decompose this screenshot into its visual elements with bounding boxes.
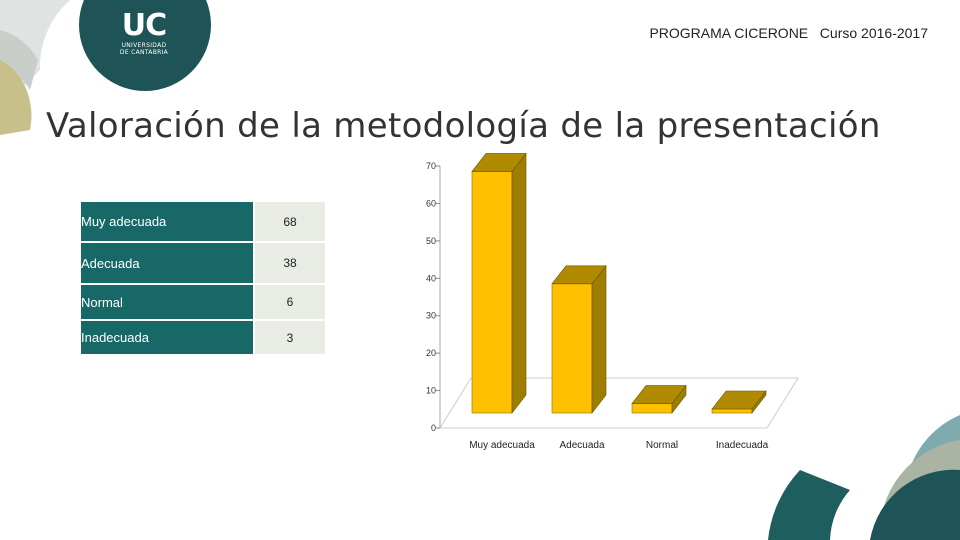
table-row: Normal 6 [81, 284, 325, 321]
university-logo: UC UNIVERSIDAD DE CANTABRIA [112, 8, 176, 57]
row-label: Muy adecuada [81, 202, 255, 243]
row-value: 6 [254, 284, 325, 321]
y-tick-label: 10 [426, 386, 436, 396]
bar-top [551, 265, 607, 285]
x-tick-label: Inadecuada [716, 440, 769, 451]
table-row: Inadecuada 3 [81, 320, 325, 356]
y-tick-label: 20 [426, 348, 436, 358]
bar-side [591, 264, 607, 414]
program-header: PROGRAMA CICERONE Curso 2016-2017 [649, 25, 928, 41]
row-value: 38 [254, 242, 325, 285]
top-left-arc-olive [0, 60, 32, 135]
bar-top [471, 153, 527, 172]
row-label: Normal [81, 284, 255, 321]
bar-front [711, 408, 753, 414]
bottom-right-arc-teal [870, 469, 960, 540]
row-label: Inadecuada [81, 320, 255, 356]
table-row: Muy adecuada 68 [81, 202, 325, 243]
logo-line1: UNIVERSIDAD [121, 42, 167, 49]
y-tick-label: 60 [426, 198, 436, 208]
bar-top [631, 385, 687, 404]
row-label: Adecuada [81, 242, 255, 285]
university-logo-badge [79, 0, 211, 91]
bar-side [511, 152, 527, 414]
x-tick-label: Adecuada [559, 440, 604, 451]
row-value: 3 [254, 320, 325, 356]
logo-line2: DE CANTABRIA [119, 49, 169, 56]
y-tick-label: 50 [426, 236, 436, 246]
bar-top [711, 390, 767, 410]
y-tick-label: 0 [431, 423, 436, 433]
logo-uc-text: UC [121, 8, 167, 43]
page-title: Valoración de la metodología de la prese… [46, 106, 881, 146]
x-tick-label: Muy adecuada [469, 440, 535, 451]
row-value: 68 [254, 202, 325, 243]
top-left-arc-gray [0, 30, 38, 90]
bottom-arc-teal-left [768, 470, 850, 540]
y-tick-label: 70 [426, 161, 436, 171]
bar-front [471, 171, 513, 414]
table-row: Adecuada 38 [81, 242, 325, 285]
chart-floor [439, 377, 799, 429]
y-tick-label: 30 [426, 311, 436, 321]
values-table: Muy adecuada 68 Adecuada 38 Normal 6 Ina… [81, 202, 325, 356]
bar-front [631, 403, 673, 414]
y-tick-label: 40 [426, 273, 436, 283]
x-tick-label: Normal [646, 440, 678, 451]
bar-front [551, 283, 593, 414]
